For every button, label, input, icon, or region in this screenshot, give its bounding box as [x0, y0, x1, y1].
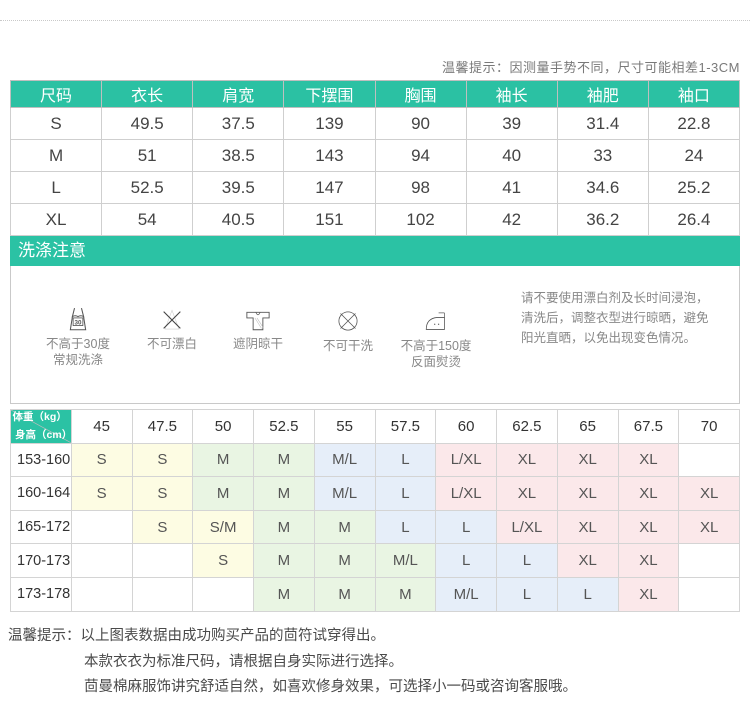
svg-text:30: 30: [75, 319, 82, 326]
